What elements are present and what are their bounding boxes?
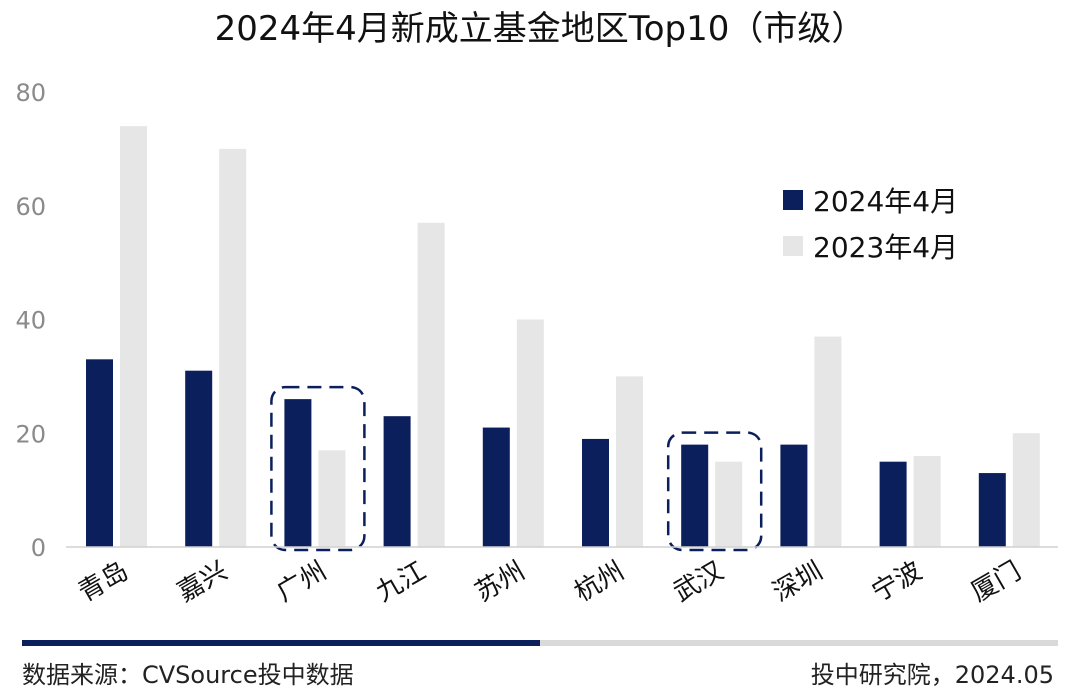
y-tick-label: 80 (15, 79, 46, 107)
y-tick-label: 20 (15, 420, 46, 448)
bar-2024-2 (284, 399, 312, 547)
bar-2024-8 (879, 461, 907, 547)
legend-label: 2024年4月 (813, 185, 958, 218)
y-tick-label: 60 (15, 193, 46, 221)
footer-accent-bar (22, 640, 540, 646)
x-tick-label: 厦门 (966, 556, 1026, 608)
y-tick-label: 0 (31, 534, 46, 562)
bar-2024-0 (86, 359, 113, 547)
x-axis-ticks: 青岛 嘉兴 广州 九江 苏州 杭州 武汉 深圳 宁波 厦门 (73, 556, 1026, 608)
bar-2023-1 (219, 148, 247, 547)
bar-2024-3 (383, 416, 411, 547)
source-note: 数据来源：CVSource投中数据 (22, 661, 354, 689)
bar-2023-2 (318, 450, 346, 547)
highlight-box (666, 431, 763, 552)
bar-2024-6 (681, 444, 709, 547)
bar-2023-6 (715, 461, 743, 547)
chart-title: 2024年4月新成立基金地区Top10（市级） (215, 9, 866, 49)
y-axis-ticks: 0 20 40 60 80 (15, 79, 46, 562)
bar-2024-4 (482, 427, 510, 547)
bar-2024-5 (582, 438, 609, 547)
legend-label: 2023年4月 (813, 231, 958, 264)
x-tick-label: 宁波 (867, 556, 927, 608)
highlight-boxes (270, 385, 763, 552)
y-tick-label: 40 (15, 307, 46, 335)
bar-2023-4 (516, 319, 544, 547)
footer-rule (540, 640, 1058, 646)
bar-2023-7 (814, 336, 842, 547)
bar-2023-9 (1012, 433, 1040, 547)
x-tick-label: 武汉 (669, 556, 729, 608)
x-tick-label: 杭州 (569, 556, 629, 608)
highlight-box (270, 385, 366, 552)
bar-2023-8 (913, 456, 941, 547)
x-tick-label: 广州 (272, 556, 332, 608)
x-tick-label: 青岛 (73, 556, 133, 608)
bar-2024-7 (780, 444, 808, 547)
x-tick-label: 深圳 (768, 556, 828, 608)
x-tick-label: 九江 (371, 556, 431, 608)
bar-2023-5 (616, 376, 643, 547)
bar-2024-9 (978, 473, 1006, 547)
bar-2023-0 (120, 126, 147, 547)
publisher-note: 投中研究院，2024.05 (810, 661, 1054, 689)
bars (86, 126, 1040, 547)
x-tick-label: 嘉兴 (173, 556, 233, 608)
legend: 2024年4月 2023年4月 (783, 185, 958, 264)
bar-2023-3 (417, 222, 445, 547)
x-tick-label: 苏州 (470, 556, 530, 608)
bar-2024-1 (185, 370, 213, 547)
legend-swatch (783, 190, 803, 210)
legend-swatch (783, 236, 803, 256)
